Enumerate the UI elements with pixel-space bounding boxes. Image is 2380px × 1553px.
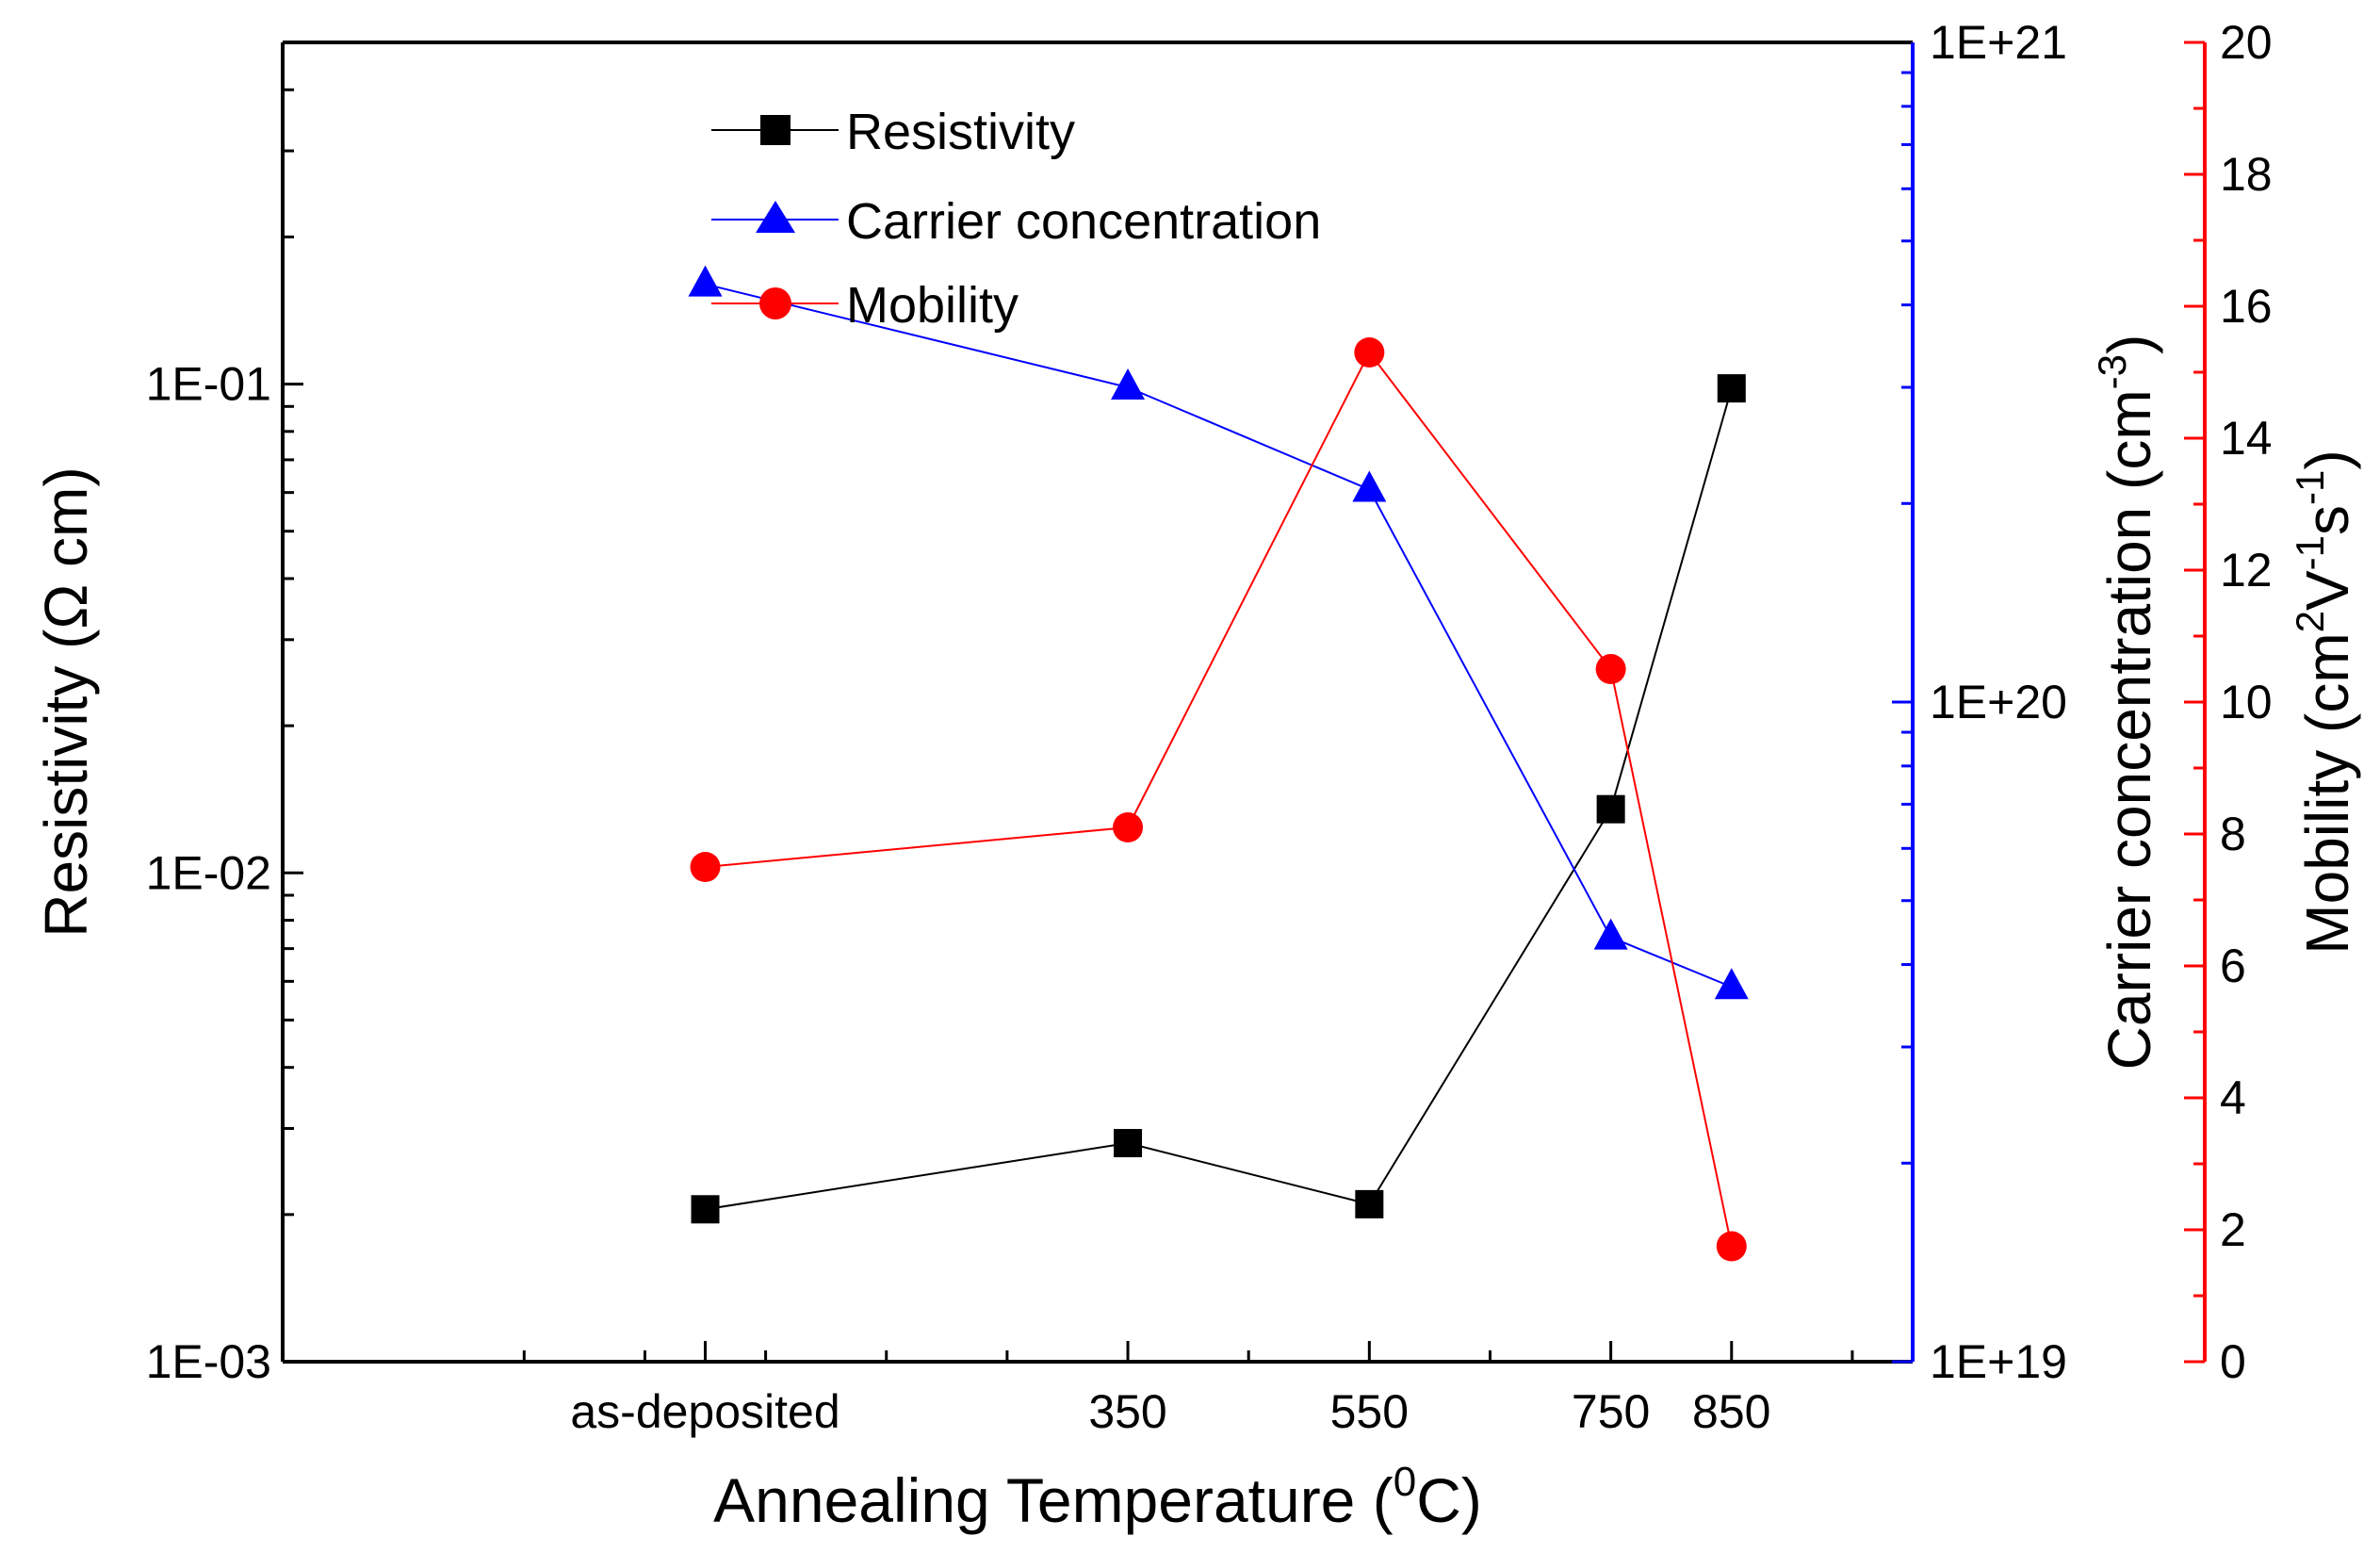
data-point-mobility <box>1354 337 1385 368</box>
data-point-carrier-concentration <box>1714 968 1749 1000</box>
legend-label-resistivity: Resistivity <box>846 104 1075 160</box>
data-point-carrier-concentration <box>1593 918 1628 950</box>
data-point-carrier-concentration <box>688 265 723 297</box>
data-point-resistivity <box>1596 794 1625 824</box>
axis-ticks: as-deposited 350 550 750 850 1E-03 1E-02 1E-01 1… <box>146 16 2273 1438</box>
x-tick-label: 750 <box>1572 1385 1650 1438</box>
mobility-tick-label: 16 <box>2220 280 2273 333</box>
carrier-tick-label: 1E+19 <box>1930 1335 2067 1388</box>
mobility-tick-label: 10 <box>2220 676 2273 728</box>
legend: Resistivity Carrier concentration Mobili… <box>711 104 1321 334</box>
mobility-tick-label: 12 <box>2220 544 2273 597</box>
carrier-tick-label: 1E+20 <box>1930 676 2067 728</box>
left-tick-label: 1E-03 <box>146 1335 271 1388</box>
legend-label-carrier-concentration: Carrier concentration <box>846 193 1321 250</box>
legend-marker-mobility <box>759 287 791 319</box>
legend-entry-carrier-concentration: Carrier concentration <box>711 193 1321 250</box>
mobility-tick-label: 4 <box>2220 1071 2246 1124</box>
x-tick-label: as-deposited <box>570 1385 840 1438</box>
legend-marker-resistivity <box>760 115 791 145</box>
mobility-tick-label: 2 <box>2220 1203 2246 1256</box>
data-point-carrier-concentration <box>1352 470 1387 502</box>
data-point-mobility <box>1113 812 1144 842</box>
left-axis-title: Resistivity (Ω cm) <box>32 466 100 937</box>
x-tick-label: 350 <box>1088 1385 1166 1438</box>
left-tick-label: 1E-02 <box>146 846 271 899</box>
legend-entry-mobility: Mobility <box>711 277 1019 334</box>
data-point-mobility <box>1716 1231 1747 1262</box>
legend-entry-resistivity: Resistivity <box>711 104 1075 160</box>
data-point-resistivity <box>1355 1189 1384 1218</box>
mobility-tick-label: 6 <box>2220 940 2246 992</box>
carrier-axis-title: Carrier concentration (cm-3) <box>2090 335 2163 1071</box>
x-axis-title: Annealing Temperature (0C) <box>713 1459 1482 1535</box>
carrier-tick-label: 1E+21 <box>1930 16 2067 69</box>
x-tick-label: 550 <box>1330 1385 1409 1438</box>
x-tick-label: 850 <box>1692 1385 1770 1438</box>
mobility-axis-title: Mobility (cm2V-1s-1) <box>2288 450 2361 954</box>
series-markers <box>688 265 1749 1262</box>
data-point-mobility <box>690 852 721 882</box>
left-tick-label: 1E-01 <box>146 358 271 411</box>
data-point-mobility <box>1595 654 1626 684</box>
mobility-tick-label: 20 <box>2220 16 2273 69</box>
legend-label-mobility: Mobility <box>846 277 1019 334</box>
legend-marker-carrier-concentration <box>756 201 795 233</box>
mobility-tick-label: 14 <box>2220 412 2273 465</box>
data-point-carrier-concentration <box>1111 368 1146 401</box>
mobility-tick-label: 18 <box>2220 148 2273 201</box>
data-point-resistivity <box>1114 1129 1143 1158</box>
mobility-tick-label: 8 <box>2220 808 2246 860</box>
data-point-resistivity <box>691 1195 720 1224</box>
data-point-resistivity <box>1717 374 1746 403</box>
mobility-tick-label: 0 <box>2220 1335 2246 1388</box>
